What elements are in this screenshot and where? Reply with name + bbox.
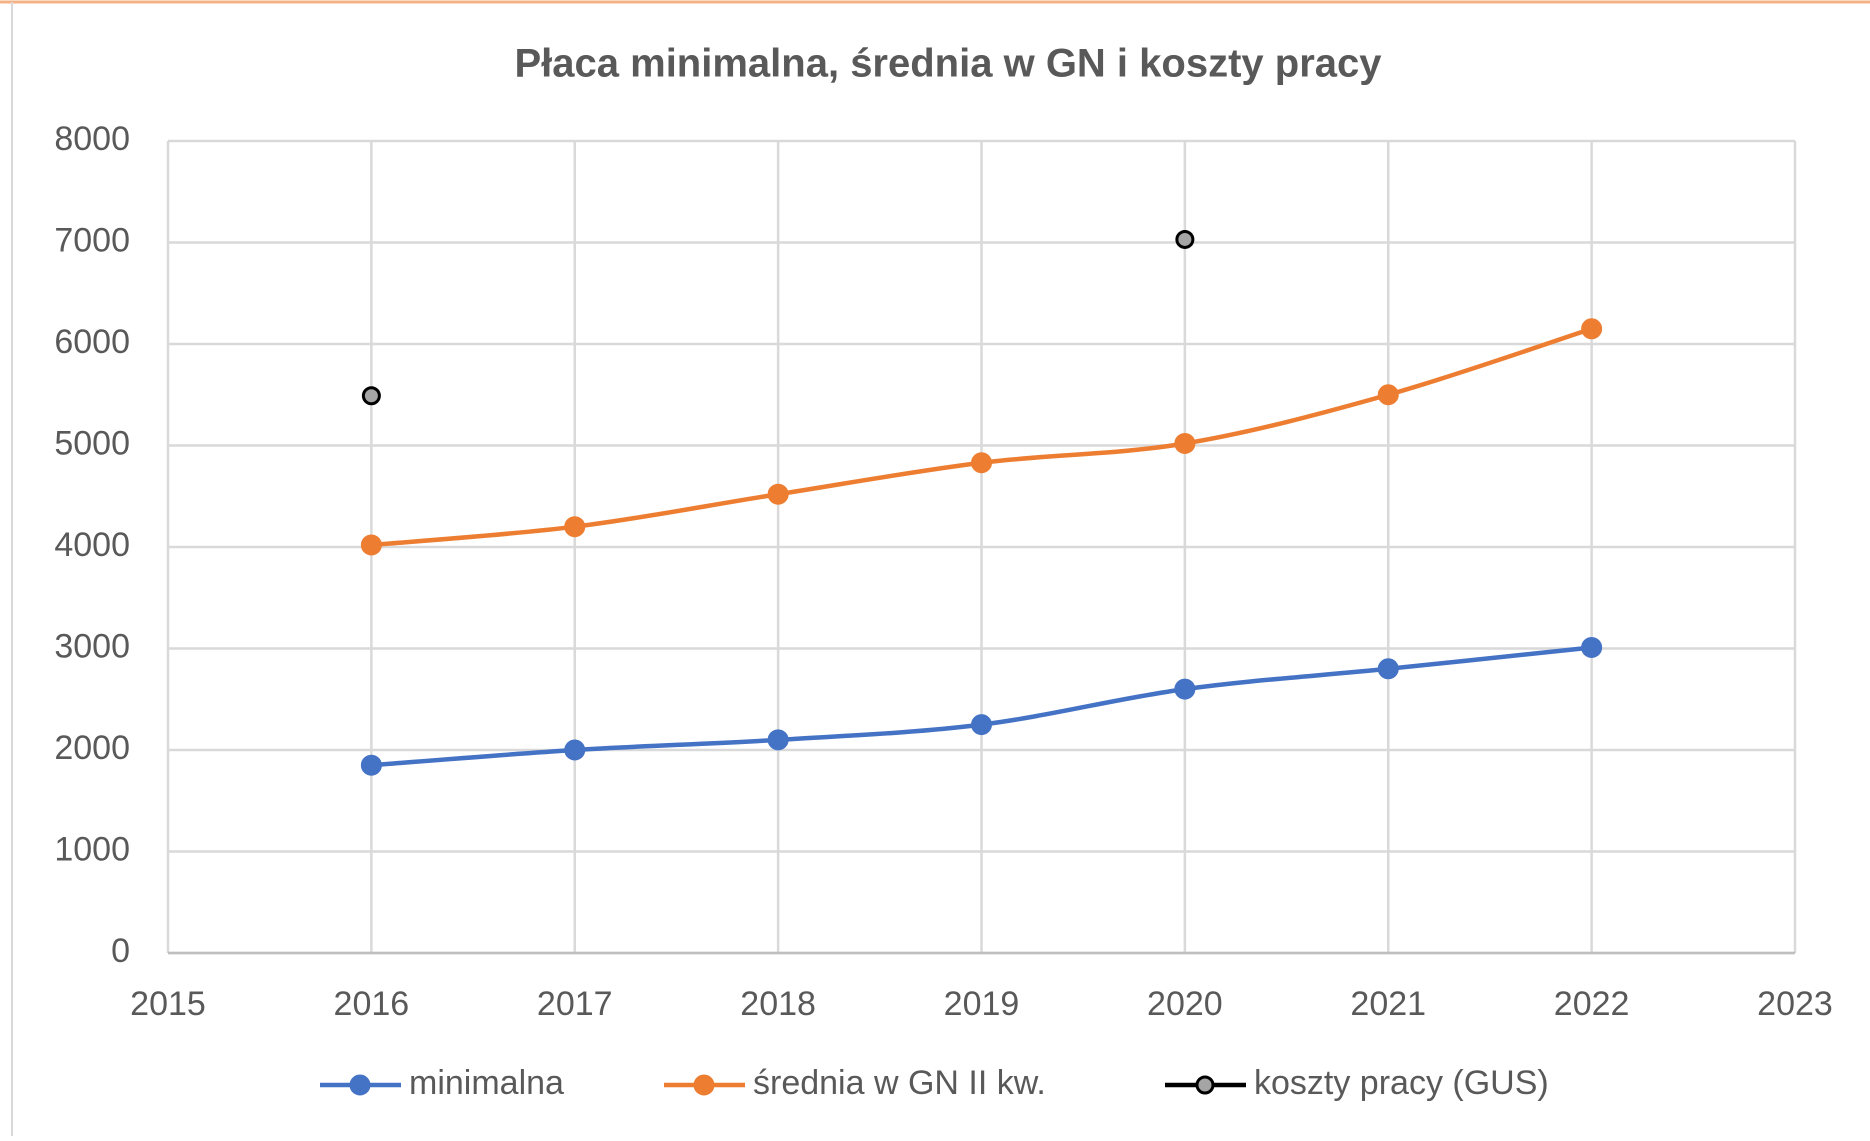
y-tick-label: 4000 [54, 526, 130, 564]
legend-marker [693, 1074, 715, 1096]
y-tick-label: 1000 [54, 830, 130, 868]
data-point [360, 754, 382, 776]
y-tick-label: 0 [111, 932, 130, 970]
data-point [1581, 318, 1603, 340]
data-point [971, 714, 992, 736]
data-point [564, 516, 586, 538]
data-point [1174, 678, 1196, 700]
legend-marker [349, 1074, 371, 1096]
x-tick-label: 2023 [1757, 985, 1833, 1023]
y-tick-label: 6000 [54, 323, 130, 361]
legend-label: średnia w GN II kw. [753, 1064, 1046, 1102]
data-point [767, 729, 789, 751]
legend-label: koszty pracy (GUS) [1254, 1064, 1549, 1102]
x-tick-label: 2016 [334, 985, 410, 1023]
y-tick-label: 7000 [54, 221, 130, 259]
x-tick-label: 2021 [1350, 985, 1426, 1023]
chart-title: Płaca minimalna, średnia w GN i koszty p… [514, 42, 1382, 86]
x-tick-label: 2019 [944, 985, 1020, 1023]
data-point [971, 452, 992, 474]
y-tick-label: 5000 [54, 424, 130, 462]
y-tick-label: 2000 [54, 729, 130, 767]
data-point [360, 534, 382, 556]
x-tick-label: 2018 [740, 985, 816, 1023]
data-point [564, 739, 586, 761]
data-point [1581, 636, 1603, 658]
data-point [1377, 658, 1399, 680]
x-tick-label: 2017 [537, 985, 613, 1023]
y-tick-label: 3000 [54, 627, 130, 665]
x-tick-label: 2020 [1147, 985, 1223, 1023]
data-point [1175, 229, 1195, 249]
data-point [767, 483, 789, 505]
y-tick-label: 8000 [54, 120, 130, 158]
legend-marker [1195, 1075, 1215, 1095]
data-point [361, 386, 381, 406]
x-tick-label: 2015 [130, 985, 206, 1023]
legend-label: minimalna [409, 1064, 564, 1102]
x-tick-label: 2022 [1554, 985, 1630, 1023]
data-point [1174, 432, 1196, 454]
data-point [1377, 384, 1399, 406]
